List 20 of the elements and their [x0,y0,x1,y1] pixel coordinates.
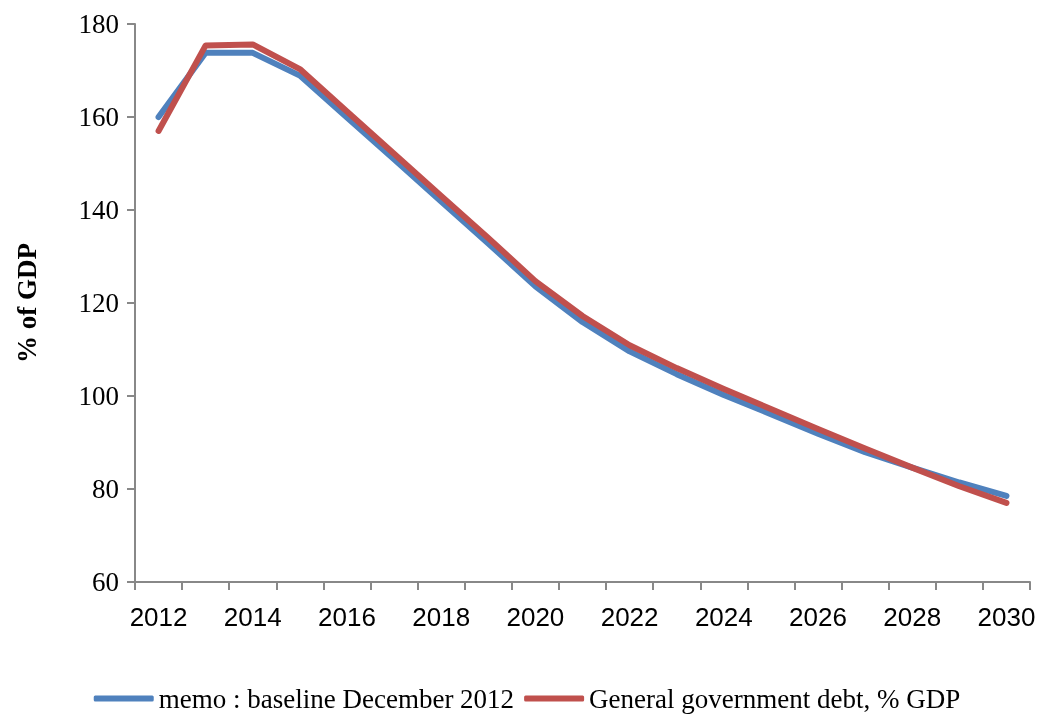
y-tick-label: 80 [92,474,119,504]
y-tick-label: 120 [78,288,119,318]
y-tick-label: 160 [78,102,119,132]
x-tick-label: 2016 [318,602,376,632]
y-axis-title: % of GDP [11,243,42,363]
x-tick-label: 2018 [412,602,471,632]
x-tick-label: 2028 [883,602,942,632]
x-tick-label: 2012 [129,602,188,632]
x-tick-label: 2024 [694,602,753,632]
x-tick-label: 2026 [789,602,847,632]
x-tick-label: 2022 [600,602,659,632]
y-tick-label: 140 [78,195,119,225]
x-tick-label: 2020 [506,602,565,632]
y-tick-label: 60 [92,567,119,597]
legend-label: memo : baseline December 2012 [158,683,515,714]
x-tick-label: 2030 [977,602,1036,632]
x-tick-label: 2014 [223,602,282,632]
y-tick-label: 180 [78,9,119,39]
legend-label: General government debt, % GDP [589,683,961,714]
y-tick-label: 100 [78,381,119,411]
